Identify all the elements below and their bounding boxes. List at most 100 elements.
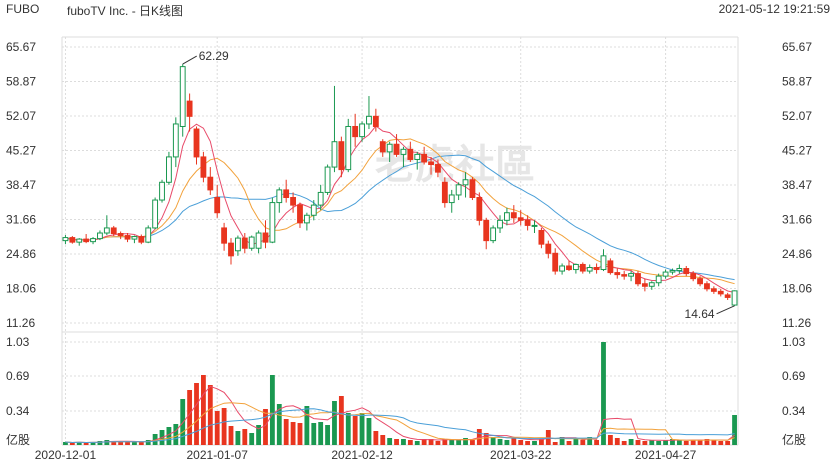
candle-body — [138, 236, 145, 243]
candle-body — [338, 141, 345, 171]
volume-tick-right: 0.69 — [782, 369, 806, 383]
candle-body — [655, 275, 662, 284]
volume-bar — [676, 440, 682, 445]
volume-bar — [525, 441, 531, 445]
volume-bar — [697, 440, 703, 445]
candle-body — [241, 237, 248, 249]
price-tick-right: 58.87 — [782, 74, 812, 88]
volume-bar — [318, 422, 324, 445]
candle-body — [152, 199, 159, 229]
price-tick-right: 18.06 — [782, 282, 812, 296]
volume-bar — [580, 440, 586, 445]
volume-bar — [421, 439, 427, 445]
volume-bar — [200, 375, 206, 445]
volume-bar — [573, 439, 579, 445]
volume-bar — [69, 443, 75, 445]
candle-body — [531, 224, 538, 227]
volume-bar — [614, 438, 620, 445]
candle-body — [455, 184, 462, 196]
candle-body — [117, 233, 124, 237]
candle-body — [207, 176, 214, 191]
candle-body — [435, 164, 441, 173]
candle-body — [255, 232, 262, 249]
volume-ma5-line — [65, 385, 735, 444]
candle-body — [552, 252, 559, 272]
volume-bar — [145, 440, 151, 445]
candle-body — [166, 156, 172, 183]
candle-body — [283, 189, 290, 199]
volume-bar — [449, 440, 455, 445]
candle-body — [462, 179, 469, 186]
candle-body — [448, 194, 455, 204]
volume-bar — [90, 442, 96, 445]
candle-body — [710, 288, 717, 292]
volume-bar — [532, 441, 537, 445]
candle-body — [131, 236, 138, 240]
volume-bar — [490, 437, 496, 445]
volume-bar — [63, 442, 68, 445]
candle-body — [510, 212, 517, 219]
candle-body — [186, 100, 193, 117]
candle-body — [476, 197, 483, 221]
candle-body — [635, 273, 641, 285]
ma5-line — [65, 123, 735, 293]
volume-bar — [497, 439, 503, 445]
volume-bar — [173, 424, 179, 445]
volume-bar — [470, 440, 475, 445]
candle-body — [262, 232, 269, 243]
volume-bar — [670, 439, 675, 445]
candle-body — [614, 272, 621, 276]
volume-bar — [125, 442, 130, 445]
price-annotations: 62.29 14.64 — [182, 49, 735, 321]
volume-ma10-line — [65, 402, 735, 444]
candle-body — [504, 212, 510, 221]
volume-bar — [394, 439, 399, 445]
volume-tick-right: 0.34 — [782, 404, 806, 418]
candle-body — [524, 219, 531, 226]
volume-bar — [621, 441, 627, 445]
candle-body — [97, 232, 103, 240]
x-tick-label: 2021-04-27 — [635, 448, 697, 462]
volume-bar — [207, 385, 213, 445]
price-tick-right: 24.86 — [782, 247, 812, 261]
max-leader-line — [182, 55, 197, 65]
volume-tick-left: 0.69 — [6, 369, 30, 383]
candle-body — [145, 227, 152, 243]
volume-bar — [538, 439, 544, 445]
candle-body — [717, 290, 724, 295]
volume-bar — [373, 431, 379, 445]
volume-bar — [132, 442, 137, 445]
candle-body — [124, 235, 131, 240]
volume-bar — [601, 342, 606, 445]
volume-bar — [359, 413, 365, 445]
volume-bar — [345, 413, 351, 445]
volume-bar — [504, 440, 510, 445]
candle-body — [76, 238, 83, 243]
volume-bar — [387, 438, 393, 445]
candle-body — [648, 282, 655, 287]
volume-bar — [683, 441, 689, 445]
candle-body — [276, 189, 283, 204]
price-tick-left: 52.07 — [6, 109, 36, 123]
volume-bar — [76, 442, 82, 445]
candle-body — [400, 148, 407, 155]
ma10-line — [65, 138, 735, 285]
volume-bar — [442, 439, 448, 445]
candle-body — [621, 274, 628, 277]
volume-bar — [456, 440, 462, 445]
candle-body — [221, 227, 228, 244]
volume-bar — [118, 442, 124, 445]
candle-body — [193, 128, 200, 158]
volume-bar — [352, 416, 358, 445]
volume-bar — [656, 441, 662, 445]
price-tick-left: 24.86 — [6, 247, 36, 261]
candle-body — [372, 115, 379, 127]
candle-body — [724, 294, 731, 298]
volume-bar — [607, 435, 613, 445]
volume-bar — [263, 409, 268, 445]
x-axis-labels: 2020-12-01 2021-01-07 2021-02-12 2021-03-22… — [35, 448, 697, 462]
candle-body — [628, 273, 634, 277]
candlesticks — [62, 64, 738, 306]
volume-bar — [283, 419, 289, 445]
volume-bar — [269, 375, 275, 445]
